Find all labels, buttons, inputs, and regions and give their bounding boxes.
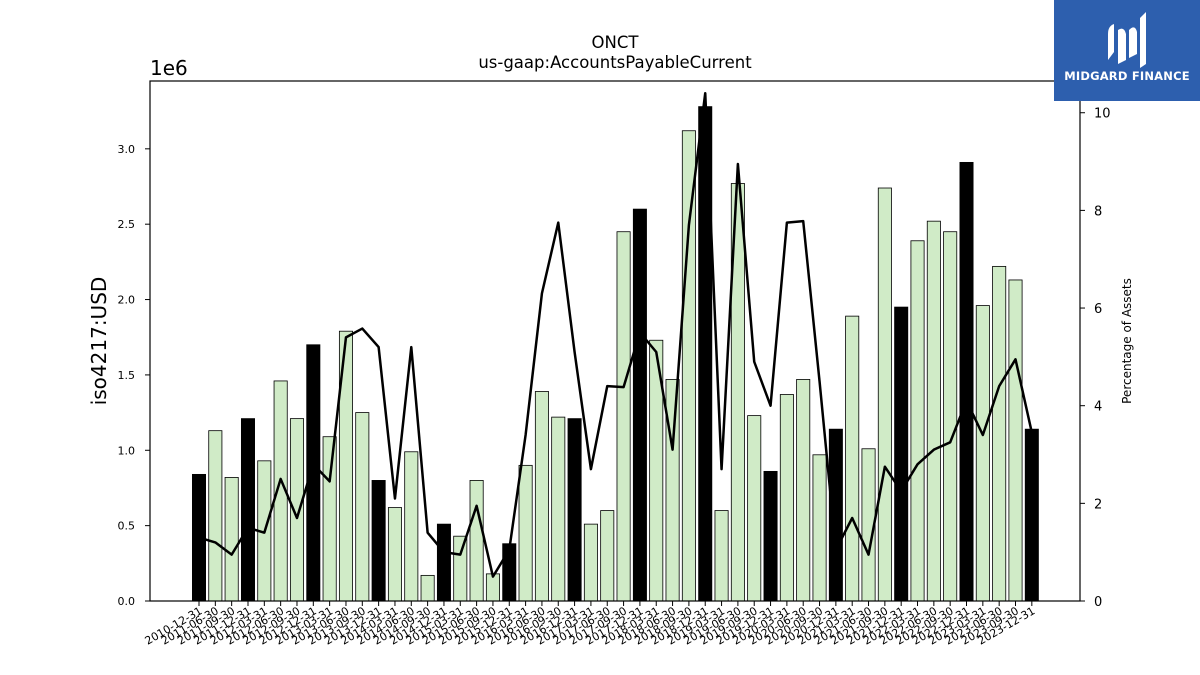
y2-tick-label: 8 bbox=[1094, 204, 1102, 219]
bar bbox=[518, 464, 533, 602]
bar bbox=[828, 428, 843, 602]
logo-text: MIDGARD FINANCE bbox=[1064, 69, 1190, 83]
bar bbox=[420, 574, 435, 602]
bar bbox=[894, 306, 909, 602]
y2-tick-label: 10 bbox=[1094, 107, 1111, 122]
plot-frame bbox=[149, 80, 1081, 602]
bar bbox=[404, 451, 419, 602]
bar bbox=[714, 510, 729, 602]
y2-axis-label: Percentage of Assets bbox=[1120, 278, 1134, 404]
percentage-line bbox=[198, 91, 1034, 578]
bar bbox=[975, 305, 990, 602]
bar bbox=[583, 523, 598, 602]
bar bbox=[551, 416, 566, 602]
bar bbox=[877, 187, 892, 602]
y-axis-label: iso4217:USD bbox=[87, 277, 111, 406]
bar bbox=[306, 344, 321, 602]
bar bbox=[600, 510, 615, 602]
bar bbox=[992, 265, 1007, 602]
bar bbox=[910, 240, 925, 602]
chart-subtitle: us-gaap:AccountsPayableCurrent bbox=[478, 53, 752, 72]
bar bbox=[355, 412, 370, 602]
chart-title: ONCT bbox=[592, 33, 640, 52]
bar bbox=[616, 231, 631, 602]
y-tick-label: 0.0 bbox=[118, 595, 136, 608]
axes-layer: 0.00.51.01.52.02.53.002468102010-12-3120… bbox=[118, 80, 1111, 648]
bar bbox=[371, 480, 386, 602]
bar bbox=[845, 315, 860, 602]
line-layer bbox=[198, 91, 1034, 578]
bar bbox=[453, 535, 468, 602]
bar bbox=[322, 436, 337, 602]
y-tick-label: 1.5 bbox=[118, 369, 136, 382]
bar bbox=[681, 130, 696, 602]
y-tick-label: 3.0 bbox=[118, 143, 136, 156]
bar bbox=[485, 573, 500, 602]
y2-tick-label: 6 bbox=[1094, 302, 1102, 317]
bar bbox=[436, 523, 451, 602]
y-scale-label: 1e6 bbox=[150, 56, 188, 80]
midgard-finance-logo: MIDGARD FINANCE bbox=[1054, 0, 1200, 101]
bar bbox=[747, 415, 762, 602]
y2-tick-label: 2 bbox=[1094, 497, 1102, 512]
y-tick-label: 1.0 bbox=[118, 444, 136, 457]
bar bbox=[224, 477, 239, 602]
bar bbox=[1008, 279, 1023, 602]
bar bbox=[1024, 428, 1039, 602]
bar bbox=[240, 418, 255, 602]
bar bbox=[632, 208, 647, 602]
bar bbox=[469, 480, 484, 602]
bar bbox=[959, 161, 974, 602]
bar bbox=[812, 454, 827, 602]
bar bbox=[779, 394, 794, 602]
bar bbox=[208, 430, 223, 602]
bars-layer bbox=[191, 106, 1039, 602]
y-tick-label: 0.5 bbox=[118, 520, 136, 533]
y-tick-label: 2.5 bbox=[118, 218, 136, 231]
bar bbox=[567, 418, 582, 602]
bar bbox=[665, 379, 680, 602]
bar bbox=[926, 220, 941, 602]
bar bbox=[943, 231, 958, 602]
bar bbox=[502, 543, 517, 602]
y2-tick-label: 4 bbox=[1094, 400, 1102, 415]
bar bbox=[796, 379, 811, 602]
bar bbox=[534, 391, 549, 602]
logo-mark-icon bbox=[1108, 12, 1146, 68]
bar bbox=[763, 470, 778, 602]
bar bbox=[387, 507, 402, 602]
y-tick-label: 2.0 bbox=[118, 294, 136, 307]
y2-tick-label: 0 bbox=[1094, 595, 1102, 610]
